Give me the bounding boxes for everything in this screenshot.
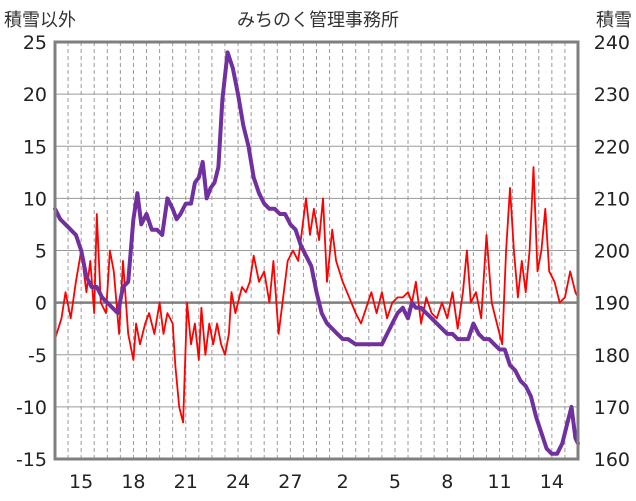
x-tick-label: 2 bbox=[337, 471, 349, 493]
right-tick-label: 220 bbox=[594, 136, 630, 158]
chart-title: みちのく管理事務所 bbox=[237, 10, 399, 31]
x-tick-label: 27 bbox=[278, 471, 302, 493]
other-value-line bbox=[54, 166, 579, 424]
left-tick-label: 15 bbox=[23, 136, 47, 158]
left-tick-label: 0 bbox=[35, 293, 47, 315]
x-tick-label: 14 bbox=[540, 471, 564, 493]
x-tick-label: 8 bbox=[441, 471, 453, 493]
right-tick-label: 210 bbox=[594, 188, 630, 210]
left-tick-label: 20 bbox=[23, 84, 47, 106]
right-axis-ticks: 240 230 220 210 200 190 180 170 160 bbox=[594, 32, 630, 471]
right-tick-label: 200 bbox=[594, 241, 630, 263]
x-tick-label: 11 bbox=[487, 471, 511, 493]
right-tick-label: 190 bbox=[594, 293, 630, 315]
left-tick-label: -10 bbox=[16, 397, 47, 419]
x-tick-label: 24 bbox=[226, 471, 250, 493]
right-tick-label: 230 bbox=[594, 84, 630, 106]
grid bbox=[55, 42, 578, 459]
x-tick-label: 18 bbox=[121, 471, 145, 493]
x-tick-label: 5 bbox=[389, 471, 401, 493]
left-tick-label: -15 bbox=[16, 449, 47, 471]
left-tick-label: 25 bbox=[23, 32, 47, 54]
snow-depth-line bbox=[53, 50, 580, 456]
y-left-axis-label: 積雪以外 bbox=[4, 10, 76, 31]
left-tick-label: -5 bbox=[28, 345, 47, 367]
y-right-axis-label: 積雪 bbox=[596, 10, 632, 31]
right-tick-label: 170 bbox=[594, 397, 630, 419]
plot-frame bbox=[53, 40, 580, 461]
x-tick-label: 21 bbox=[174, 471, 198, 493]
x-tick-label: 15 bbox=[69, 471, 93, 493]
left-tick-label: 5 bbox=[35, 241, 47, 263]
left-axis-ticks: 25 20 15 10 5 0 -5 -10 -15 bbox=[16, 32, 47, 471]
x-axis-ticks: 15 18 21 24 27 2 5 8 11 14 bbox=[69, 471, 564, 493]
series-layer bbox=[53, 50, 580, 456]
right-tick-label: 240 bbox=[594, 32, 630, 54]
left-tick-label: 10 bbox=[23, 188, 47, 210]
right-tick-label: 160 bbox=[594, 449, 630, 471]
right-tick-label: 180 bbox=[594, 345, 630, 367]
